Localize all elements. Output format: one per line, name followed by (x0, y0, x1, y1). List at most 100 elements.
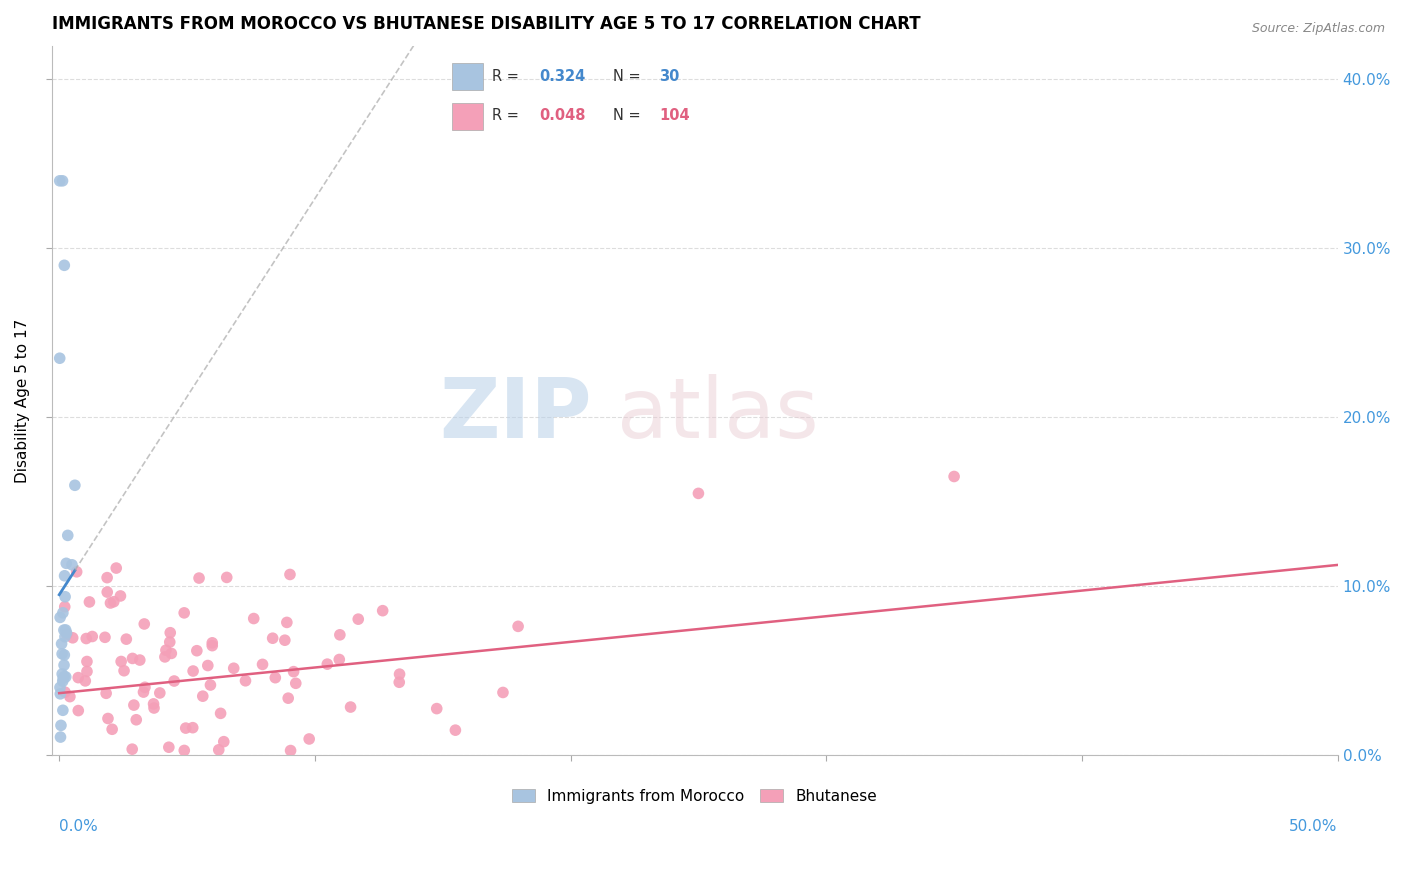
Point (53, 777, 76, 791)
Text: IMMIGRANTS FROM MOROCCO VS BHUTANESE DISABILITY AGE 5 TO 17 CORRELATION CHART: IMMIGRANTS FROM MOROCCO VS BHUTANESE DIS… (52, 15, 920, 33)
Point (128, 653, 150, 667)
Point (200, 678, 222, 692)
Point (97, 711, 120, 725)
Point (101, 723, 124, 737)
Point (115, 632, 138, 647)
Point (157, 740, 180, 755)
Point (75, 673, 97, 688)
Point (173, 606, 195, 620)
Point (53, 773, 76, 788)
Point (52, 703, 75, 717)
Text: N =: N = (613, 108, 645, 123)
Point (197, 658, 219, 673)
Point (110, 589, 132, 603)
Point (329, 628, 352, 642)
Point (444, 723, 467, 738)
Point (186, 643, 208, 657)
Point (201, 639, 224, 653)
Text: 0.324: 0.324 (538, 69, 585, 84)
Point (235, 673, 257, 688)
Point (60, 558, 83, 572)
Point (96, 571, 118, 585)
Point (100, 596, 122, 610)
Point (201, 636, 224, 650)
Point (426, 701, 449, 715)
Point (94, 686, 117, 700)
Bar (453, 62, 484, 90)
Point (388, 675, 411, 690)
Point (96, 585, 118, 599)
Point (214, 782, 236, 797)
Point (49, 681, 72, 695)
Point (388, 667, 411, 681)
Point (51, 174, 73, 188)
Point (339, 700, 361, 714)
Point (67, 704, 90, 718)
Point (49, 610, 72, 624)
Point (90, 782, 112, 797)
Point (53, 568, 76, 582)
Point (62, 631, 84, 645)
Point (55, 626, 77, 640)
Point (53, 658, 76, 673)
Text: atlas: atlas (617, 374, 820, 455)
Point (76, 665, 98, 679)
Point (283, 665, 305, 679)
Point (153, 649, 176, 664)
Text: R =: R = (492, 69, 524, 84)
Point (276, 615, 298, 630)
Point (188, 571, 211, 585)
Point (191, 689, 214, 703)
Point (110, 655, 132, 669)
Point (280, 743, 302, 757)
Point (229, 782, 252, 797)
Point (121, 742, 143, 756)
Text: 0.0%: 0.0% (59, 820, 98, 834)
Point (160, 647, 183, 661)
Point (209, 706, 232, 721)
Point (105, 561, 128, 575)
Point (506, 619, 529, 633)
Point (49, 730, 72, 744)
Point (82, 630, 104, 644)
Point (51, 667, 73, 681)
Point (308, 761, 330, 775)
Bar (453, 103, 484, 130)
Point (125, 713, 148, 727)
Point (274, 633, 297, 648)
Point (55, 670, 77, 684)
Point (75, 632, 97, 646)
Point (67, 671, 90, 685)
Point (173, 743, 195, 757)
Point (79, 595, 101, 609)
Point (208, 743, 231, 757)
Point (53, 599, 76, 614)
Text: 0.048: 0.048 (538, 108, 585, 123)
Point (371, 604, 394, 618)
Point (274, 782, 297, 797)
Point (264, 671, 287, 685)
Point (55, 627, 77, 641)
Point (122, 698, 145, 712)
Point (262, 631, 284, 645)
Point (53, 590, 76, 604)
Point (277, 691, 299, 706)
Point (328, 652, 350, 666)
Point (112, 664, 135, 678)
Point (134, 617, 156, 632)
Text: 30: 30 (659, 69, 679, 84)
Point (688, 486, 710, 500)
Point (174, 721, 197, 735)
Point (284, 676, 307, 690)
Point (252, 657, 274, 672)
Point (66, 565, 89, 579)
Point (48, 351, 70, 366)
Point (142, 697, 165, 711)
Point (316, 657, 339, 672)
Y-axis label: Disability Age 5 to 17: Disability Age 5 to 17 (15, 318, 30, 483)
Point (231, 770, 253, 784)
Point (53, 258, 76, 272)
Point (52, 674, 75, 689)
Point (212, 734, 235, 748)
Text: Source: ZipAtlas.com: Source: ZipAtlas.com (1251, 22, 1385, 36)
